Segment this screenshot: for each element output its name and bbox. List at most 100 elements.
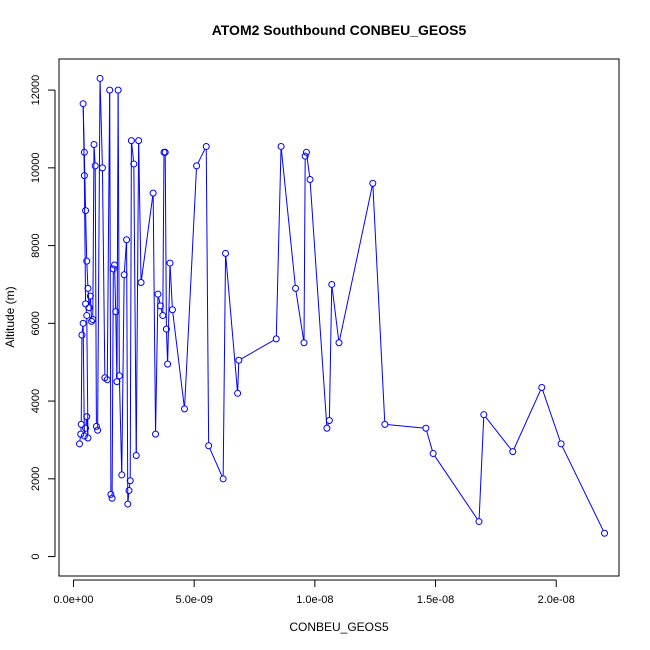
- series-segment: [117, 93, 120, 373]
- y-axis-label: Altitude (m): [3, 286, 17, 347]
- y-tick-label: 0: [30, 554, 42, 560]
- data-point: [82, 424, 90, 432]
- series-segment: [328, 287, 333, 418]
- data-point: [369, 179, 377, 187]
- data-point: [168, 306, 176, 314]
- series-segment: [118, 378, 123, 472]
- data-point: [422, 424, 430, 432]
- series-segment: [309, 182, 328, 426]
- series-segment: [160, 308, 163, 313]
- series-segment: [434, 455, 478, 520]
- data-point: [429, 450, 437, 458]
- data-point: [79, 319, 87, 327]
- x-axis-label: CONBEU_GEOS5: [289, 620, 389, 634]
- series-segment: [426, 431, 433, 451]
- series-segment: [303, 159, 306, 340]
- data-point: [323, 424, 331, 432]
- data-point: [480, 411, 488, 419]
- data-point: [82, 300, 90, 308]
- data-point: [103, 376, 111, 384]
- series-segment: [162, 155, 165, 313]
- data-point: [152, 430, 160, 438]
- x-axis: 0.0e+00 5.0e-09 1.0e-08 1.5e-08 2.0e-08: [53, 579, 575, 606]
- data-point: [113, 378, 121, 386]
- y-axis: 0 2000 4000 6000 8000 10000 12000: [30, 75, 56, 560]
- data-point: [115, 372, 123, 380]
- series-segment: [140, 196, 154, 280]
- series-segment: [155, 297, 159, 432]
- data-point: [83, 413, 91, 421]
- data-point: [538, 383, 546, 391]
- series-segment: [85, 213, 88, 259]
- data-point: [202, 142, 210, 150]
- series-segment: [88, 299, 91, 305]
- data-point: [205, 442, 213, 450]
- series-segment: [86, 318, 89, 436]
- data-point: [234, 389, 242, 397]
- series-segment: [197, 148, 206, 164]
- data-point: [125, 486, 133, 494]
- y-tick-label: 10000: [30, 153, 42, 184]
- series-segment: [478, 417, 485, 519]
- data-point: [92, 422, 100, 430]
- data-point: [300, 339, 308, 347]
- series-segment: [138, 143, 142, 280]
- data-point: [130, 160, 138, 168]
- data-point: [83, 312, 91, 320]
- series-segment: [387, 424, 423, 429]
- data-point: [164, 360, 172, 368]
- data-point: [161, 148, 169, 156]
- series-segment: [131, 143, 135, 162]
- data-point: [277, 142, 285, 150]
- data-point: [557, 440, 565, 448]
- series-segment: [111, 271, 114, 496]
- data-point: [302, 148, 310, 156]
- x-tick-label: 0.0e+00: [53, 594, 93, 606]
- series-segment: [99, 81, 103, 165]
- data-point: [272, 335, 280, 343]
- plot-frame: [58, 58, 620, 577]
- data-point: [94, 426, 102, 434]
- series-segment: [513, 389, 541, 450]
- series-segment: [92, 147, 95, 317]
- data-point: [109, 265, 117, 273]
- data-point: [83, 257, 91, 265]
- data-point: [82, 207, 90, 215]
- series-segment: [542, 390, 561, 442]
- series-segment: [167, 266, 171, 362]
- series-segment: [241, 339, 274, 360]
- series-segment: [561, 446, 604, 531]
- series-segment: [83, 178, 87, 301]
- series-line: [79, 81, 604, 531]
- series-segment: [101, 170, 106, 375]
- series-segment: [172, 312, 185, 406]
- data-point: [181, 405, 189, 413]
- data-point: [89, 315, 97, 323]
- data-point: [114, 86, 122, 94]
- data-point: [509, 448, 517, 456]
- data-point: [90, 141, 98, 149]
- data-point: [381, 420, 389, 428]
- data-point: [84, 434, 92, 442]
- data-point: [601, 529, 609, 537]
- data-point: [86, 292, 94, 300]
- data-point: [132, 451, 140, 459]
- series-segment: [90, 299, 92, 319]
- data-point: [154, 290, 162, 298]
- series-segment: [237, 363, 240, 391]
- series-segment: [280, 149, 296, 286]
- series-segment: [121, 277, 125, 472]
- data-point: [137, 279, 145, 287]
- data-point: [222, 249, 230, 257]
- series-segment: [106, 93, 111, 377]
- data-point: [162, 325, 170, 333]
- series-segment: [152, 196, 157, 432]
- data-point: [111, 261, 119, 269]
- data-point: [80, 172, 88, 180]
- series-segment: [372, 186, 386, 422]
- series-segment: [331, 287, 340, 340]
- data-point: [219, 475, 227, 483]
- series-segment: [85, 419, 87, 426]
- y-tick-label: 2000: [30, 467, 42, 491]
- series-segment: [485, 416, 512, 450]
